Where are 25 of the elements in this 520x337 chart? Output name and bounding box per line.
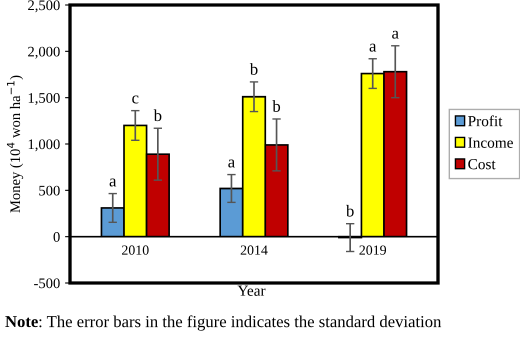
data-label: a [228,160,235,168]
legend-label: Profit [468,115,502,126]
y-tick-label: 1,000 [28,139,60,152]
data-label: a [392,30,399,39]
data-label: a [110,178,116,186]
data-label: b [272,100,280,112]
data-label: a [370,44,376,52]
text: Note: The error bars in the figure indicates the standard deviation [5,315,442,331]
y-axis-title: Money (10$^{4}$ won ha$^{−1}$) [6,76,24,213]
x-axis-title: Year [238,286,266,296]
data-label: b [346,204,354,217]
data-label: b [154,109,162,122]
x-tick-label: 2010 [122,245,149,255]
x-tick-label: 2014 [240,245,268,255]
y-tick-label: 0 [54,232,60,242]
y-tick-label: -500 [34,278,60,288]
legend-label: Cost [468,159,496,170]
x-tick-label: 2019 [359,245,386,255]
y-tick-label: 1,500 [28,93,60,105]
data-label: b [250,63,258,75]
data-label: c [132,96,138,104]
y-tick-label: 2,500 [28,0,60,12]
y-tick-label: 500 [39,186,60,196]
legend-label: Income [468,138,513,148]
y-tick-label: 2,000 [28,46,60,59]
